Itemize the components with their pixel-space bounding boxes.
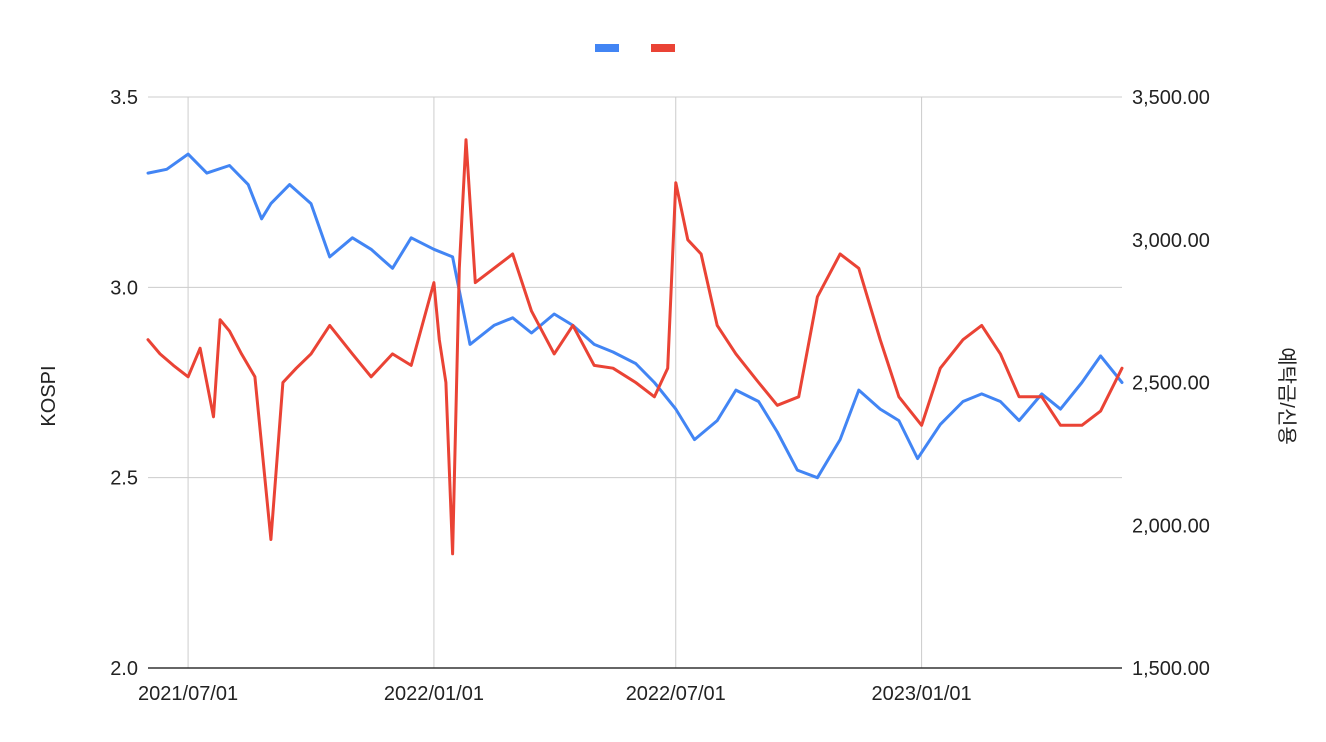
legend-swatch-1 bbox=[595, 44, 619, 52]
legend bbox=[595, 44, 675, 52]
y-right-tick-label: 3,500.00 bbox=[1132, 87, 1210, 109]
x-tick-label: 2022/01/01 bbox=[384, 683, 484, 705]
x-tick-label: 2023/01/01 bbox=[872, 683, 972, 705]
y-right-tick-label: 2,000.00 bbox=[1132, 515, 1210, 537]
y-left-tick-label: 3.0 bbox=[110, 277, 138, 299]
series-lines bbox=[146, 138, 1124, 556]
gridlines bbox=[148, 96, 1122, 669]
y-axis-right-title: 예탁금/신용 bbox=[1275, 347, 1298, 445]
y-right-tick-label: 1,500.00 bbox=[1132, 658, 1210, 680]
series-line-1 bbox=[146, 152, 1124, 480]
y-left-tick-label: 3.5 bbox=[110, 87, 138, 109]
x-tick-label: 2022/07/01 bbox=[626, 683, 726, 705]
series-line-2 bbox=[146, 138, 1124, 556]
y-left-tick-label: 2.5 bbox=[110, 468, 138, 490]
y-right-tick-label: 2,500.00 bbox=[1132, 373, 1210, 395]
y-left-tick-label: 2.0 bbox=[110, 658, 138, 680]
legend-swatch-2 bbox=[651, 44, 675, 52]
y-right-tick-label: 3,000.00 bbox=[1132, 230, 1210, 252]
x-tick-label: 2021/07/01 bbox=[138, 683, 238, 705]
y-axis-left-title: KOSPI bbox=[38, 365, 60, 426]
tick-labels: 2.0 2.5 3.0 3.5 1,500.00 2,000.00 2,500.00 3,00… bbox=[110, 87, 1210, 705]
